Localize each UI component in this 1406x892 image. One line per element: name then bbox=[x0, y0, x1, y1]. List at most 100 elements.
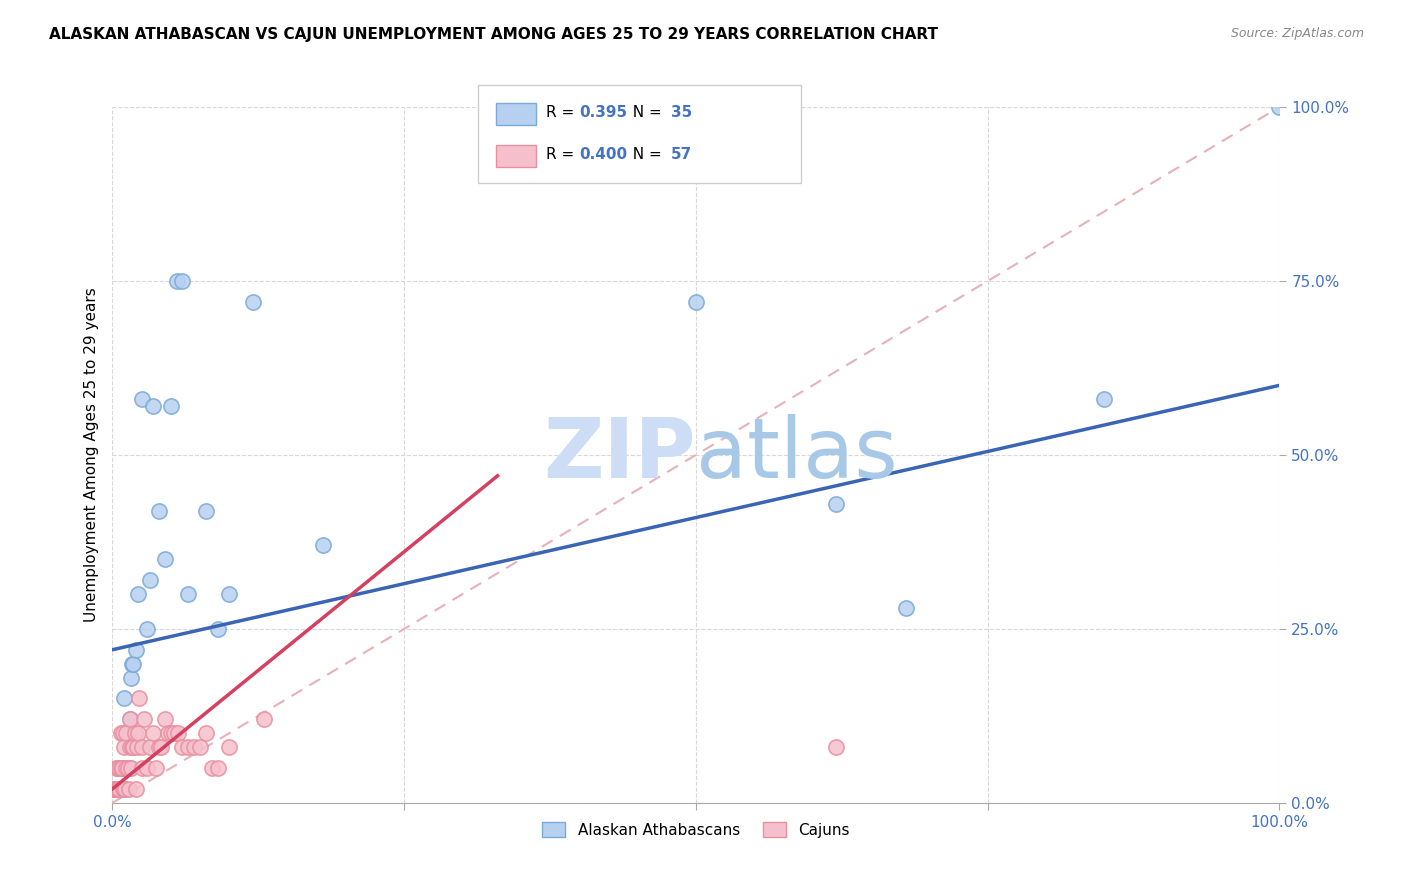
Point bbox=[117, 761, 139, 775]
Point bbox=[139, 740, 162, 755]
Point bbox=[112, 781, 135, 796]
Point bbox=[111, 726, 134, 740]
Point bbox=[105, 781, 128, 796]
Text: 0.395: 0.395 bbox=[579, 105, 627, 120]
Text: R =: R = bbox=[546, 105, 579, 120]
Point bbox=[118, 740, 141, 755]
Point bbox=[894, 601, 917, 615]
Point bbox=[107, 781, 129, 796]
Point bbox=[110, 726, 132, 740]
Point bbox=[111, 781, 134, 796]
Point bbox=[118, 712, 141, 726]
Point bbox=[172, 740, 194, 755]
Point bbox=[142, 726, 165, 740]
Point bbox=[112, 691, 135, 706]
Text: ALASKAN ATHABASCAN VS CAJUN UNEMPLOYMENT AMONG AGES 25 TO 29 YEARS CORRELATION C: ALASKAN ATHABASCAN VS CAJUN UNEMPLOYMENT… bbox=[49, 27, 938, 42]
Point bbox=[148, 503, 170, 517]
Legend: Alaskan Athabascans, Cajuns: Alaskan Athabascans, Cajuns bbox=[536, 815, 856, 844]
Point bbox=[110, 761, 132, 775]
Point bbox=[108, 761, 131, 775]
Point bbox=[125, 740, 148, 755]
Point bbox=[253, 712, 276, 726]
Point bbox=[242, 294, 264, 309]
Point bbox=[104, 781, 127, 796]
Point bbox=[131, 392, 153, 407]
Point bbox=[1268, 100, 1291, 114]
Point bbox=[148, 740, 170, 755]
Point bbox=[685, 294, 707, 309]
Text: Source: ZipAtlas.com: Source: ZipAtlas.com bbox=[1230, 27, 1364, 40]
Point bbox=[107, 761, 129, 775]
Point bbox=[127, 587, 149, 601]
Point bbox=[125, 642, 148, 657]
Text: N =: N = bbox=[623, 147, 666, 161]
Text: 57: 57 bbox=[671, 147, 692, 161]
Text: ZIP: ZIP bbox=[544, 415, 696, 495]
Point bbox=[163, 726, 186, 740]
Point bbox=[157, 726, 180, 740]
Point bbox=[166, 726, 188, 740]
Point bbox=[131, 740, 153, 755]
Point bbox=[183, 740, 205, 755]
Point bbox=[101, 781, 124, 796]
Point bbox=[139, 573, 162, 587]
Point bbox=[825, 497, 848, 511]
Point bbox=[118, 712, 141, 726]
Point bbox=[207, 761, 229, 775]
Point bbox=[111, 761, 134, 775]
Point bbox=[111, 761, 134, 775]
Point bbox=[218, 587, 240, 601]
Text: N =: N = bbox=[623, 105, 666, 120]
Point bbox=[188, 740, 211, 755]
Point bbox=[136, 761, 159, 775]
Point bbox=[122, 657, 145, 671]
Point bbox=[172, 274, 194, 288]
Text: 0.400: 0.400 bbox=[579, 147, 627, 161]
Text: 35: 35 bbox=[671, 105, 692, 120]
Point bbox=[108, 781, 131, 796]
Point bbox=[118, 781, 141, 796]
Point bbox=[117, 761, 139, 775]
Point bbox=[128, 691, 150, 706]
Point bbox=[101, 781, 124, 796]
Point bbox=[136, 622, 159, 636]
Point bbox=[114, 781, 136, 796]
Point bbox=[825, 740, 848, 755]
Point bbox=[124, 726, 146, 740]
Point bbox=[131, 761, 153, 775]
Point bbox=[177, 587, 200, 601]
Point bbox=[125, 781, 148, 796]
Point bbox=[115, 761, 138, 775]
Point bbox=[121, 740, 143, 755]
Text: R =: R = bbox=[546, 147, 579, 161]
Point bbox=[118, 761, 141, 775]
Point bbox=[153, 552, 176, 566]
Point bbox=[194, 503, 217, 517]
Text: atlas: atlas bbox=[696, 415, 897, 495]
Point bbox=[132, 712, 155, 726]
Point bbox=[145, 761, 167, 775]
Point bbox=[104, 761, 127, 775]
Point bbox=[160, 399, 183, 413]
Point bbox=[166, 274, 188, 288]
Point bbox=[110, 761, 132, 775]
Point bbox=[153, 712, 176, 726]
Point bbox=[150, 740, 173, 755]
Point bbox=[160, 726, 183, 740]
Point bbox=[177, 740, 200, 755]
Point bbox=[120, 761, 142, 775]
Point bbox=[115, 726, 138, 740]
Point bbox=[107, 761, 129, 775]
Point bbox=[103, 781, 125, 796]
Point bbox=[118, 726, 141, 740]
Point bbox=[104, 781, 127, 796]
Y-axis label: Unemployment Among Ages 25 to 29 years: Unemployment Among Ages 25 to 29 years bbox=[83, 287, 98, 623]
Point bbox=[120, 671, 142, 685]
Point bbox=[1094, 392, 1116, 407]
Point bbox=[115, 761, 138, 775]
Point bbox=[201, 761, 224, 775]
Point bbox=[122, 740, 145, 755]
Point bbox=[121, 657, 143, 671]
Point bbox=[127, 726, 149, 740]
Point bbox=[112, 740, 135, 755]
